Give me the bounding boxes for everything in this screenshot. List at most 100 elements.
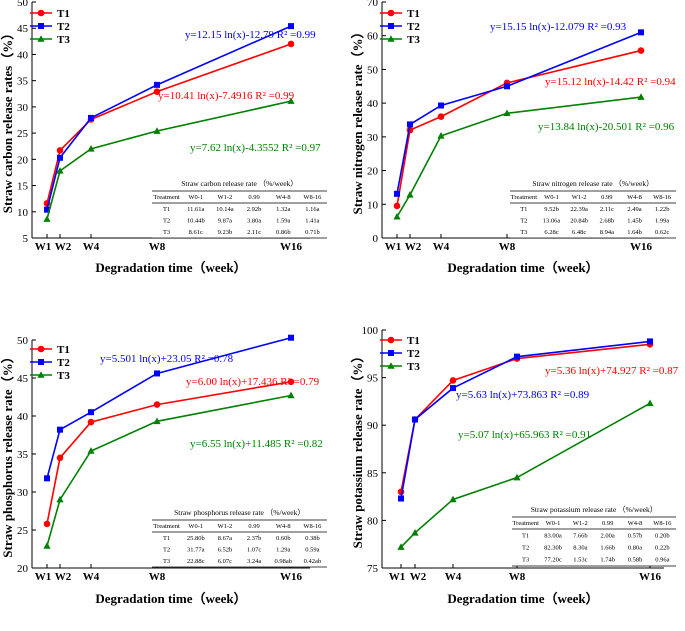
- table-cell: 9.23b: [218, 229, 233, 236]
- table-cell: 11.61a: [187, 206, 204, 213]
- table-header-cell: 0.99: [601, 194, 612, 201]
- chart-panel-phosphorus: 20 25 30 35 40 45 50 W1 W2 W4 W8 W16 Degradation tim…: [0, 334, 327, 606]
- regression-equation: y=7.62 ln(x)-4.3552 R² =0.97: [190, 142, 321, 154]
- table-header-cell: W1-2: [573, 520, 588, 527]
- table-cell: 0.59a: [305, 547, 319, 554]
- table-cell: 8.67a: [218, 535, 232, 542]
- table-cell: 1.66b: [600, 545, 615, 552]
- table-cell: 8.61c: [189, 229, 203, 236]
- data-point-t2: [647, 338, 653, 345]
- table-cell: 2.49a: [627, 206, 641, 213]
- table-cell: T2: [520, 218, 527, 225]
- y-tick-label: 20: [367, 166, 379, 178]
- table-cell: 0.98ab: [274, 558, 292, 565]
- data-point-t2: [88, 409, 94, 416]
- data-point-t2: [394, 190, 400, 197]
- data-point-t3: [406, 191, 414, 198]
- table-header-cell: W4-8: [276, 523, 291, 530]
- y-tick-label: 50: [17, 335, 29, 347]
- y-tick-label: 50: [367, 64, 379, 76]
- data-point-t3: [513, 473, 521, 481]
- table-cell: 1.29a: [276, 547, 290, 554]
- regression-equation: y=12.15 ln(x)-12.79 R² =0.99: [185, 29, 316, 41]
- table-header-cell: W1-2: [218, 523, 233, 530]
- y-tick-label: 10: [17, 207, 29, 219]
- x-tick-label: W1: [389, 571, 406, 583]
- table-cell: 77.20c: [544, 557, 562, 564]
- data-point-t1: [437, 113, 445, 120]
- y-tick-label: 90: [367, 420, 379, 432]
- table-cell: 0.60b: [276, 535, 291, 542]
- legend-label: T2: [57, 21, 70, 33]
- table-cell: 31.77a: [187, 547, 205, 554]
- table-background: [152, 505, 327, 567]
- table-cell: 10.44b: [187, 218, 205, 225]
- table-cell: 82.30b: [544, 545, 562, 552]
- legend-label: T1: [57, 8, 70, 20]
- legend-marker-t3: [387, 35, 395, 42]
- table-cell: T1: [522, 533, 529, 540]
- legend-label: T3: [57, 34, 70, 46]
- regression-equation: y=5.501 ln(x)+23.05 R² =0.78: [100, 353, 234, 365]
- table-cell: 1.99a: [655, 218, 669, 225]
- data-point-t3: [43, 215, 51, 222]
- table-cell: 83.00a: [544, 533, 562, 540]
- table-cell: 0.71b: [305, 229, 320, 236]
- table-cell: 22.88c: [187, 558, 205, 565]
- data-point-t3: [153, 127, 161, 134]
- chart-panel-nitrogen: 0 10 20 30 40 50 60 70 W1 W2 W4 W8 W16 Degradation ti…: [350, 0, 676, 275]
- legend-marker-t2: [388, 350, 394, 356]
- y-tick-label: 35: [17, 449, 29, 461]
- legend-marker-t3: [37, 371, 45, 378]
- data-point-t3: [503, 109, 511, 117]
- release-rate-table: Straw potassium release rate （%/week） Tre…: [512, 502, 676, 567]
- legend-label: T3: [407, 361, 420, 373]
- y-tick-label: 70: [367, 0, 379, 9]
- y-tick-label: 40: [17, 411, 29, 423]
- table-cell: 1.41a: [305, 218, 319, 225]
- x-tick-label: W2: [405, 241, 422, 253]
- data-point-t2: [154, 370, 160, 377]
- table-header-cell: W0-1: [188, 194, 203, 201]
- chart-panel-carbon: 5 10 15 20 25 30 35 40 45 50 W1 W2 W4 W8 W16 Degradatio…: [0, 0, 327, 275]
- legend-label: T2: [407, 348, 420, 360]
- legend-marker-t1: [387, 336, 395, 344]
- regression-equation: y=15.15 ln(x)-12.079 R² =0.93: [490, 21, 627, 33]
- table-cell: 6.07c: [218, 558, 232, 565]
- data-point-t2: [398, 495, 404, 502]
- x-tick-label: W2: [410, 571, 427, 583]
- table-background: [512, 502, 676, 566]
- legend-marker-t1: [37, 345, 45, 353]
- y-axis-label: Straw phosphorus release rate（%）: [0, 350, 15, 557]
- y-tick-label: 20: [17, 154, 29, 166]
- table-title: Straw nitrogen release rate （%/week）: [532, 179, 653, 188]
- y-axis-label: Straw nitrogen release rate（%）: [350, 25, 365, 214]
- table-header-cell: W4-8: [627, 194, 642, 201]
- table-cell: 2.11c: [247, 229, 261, 236]
- table-cell: 3.24a: [247, 558, 261, 565]
- table-background: [152, 176, 327, 238]
- y-tick-label: 25: [17, 128, 29, 140]
- data-point-t2: [514, 353, 520, 360]
- data-point-t3: [393, 212, 401, 220]
- table-title: Straw phosphorus release rate （%/week）: [174, 508, 305, 517]
- data-point-t1: [56, 454, 64, 462]
- table-header-cell: Treatment: [512, 520, 539, 527]
- data-point-t2: [57, 426, 63, 433]
- data-point-t3: [43, 542, 51, 549]
- data-point-t2: [88, 114, 94, 121]
- table-cell: T1: [163, 535, 170, 542]
- x-tick-label: W16: [280, 571, 303, 583]
- data-point-t2: [44, 475, 50, 482]
- table-header-cell: W0-1: [546, 520, 561, 527]
- table-cell: 1.45b: [627, 218, 642, 225]
- table-cell: T1: [520, 206, 527, 213]
- regression-equation: y=5.36 ln(x)+74.927 R² =0.87: [545, 365, 679, 377]
- regression-equation: y=5.63 ln(x)+73.863 R² =0.89: [456, 389, 590, 401]
- x-tick-label: W1: [385, 241, 402, 253]
- x-tick-label: W1: [35, 571, 52, 583]
- table-title: Straw potassium release rate （%/week）: [531, 505, 658, 514]
- table-header-cell: W1-2: [218, 194, 233, 201]
- regression-equation: y=15.12 ln(x)-14.42 R² =0.94: [545, 76, 676, 88]
- table-cell: 0.58b: [628, 557, 643, 564]
